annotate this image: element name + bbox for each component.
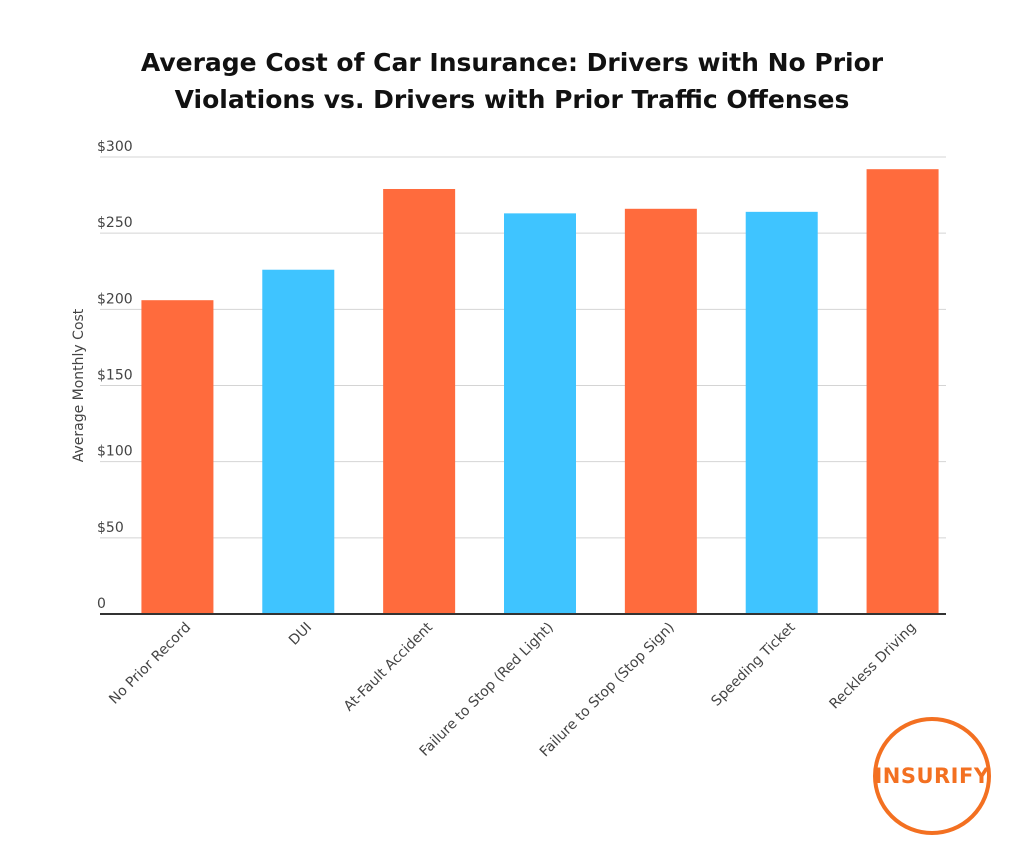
chart-title-line-1: Average Cost of Car Insurance: Drivers w… [140, 48, 884, 77]
logo-ring-icon [873, 717, 991, 835]
x-tick-label: Failure to Stop (Red Light) [417, 620, 557, 760]
x-tick-label: Failure to Stop (Stop Sign) [537, 620, 678, 761]
x-tick-label: DUI [286, 620, 315, 649]
bar [141, 300, 214, 614]
bar [745, 211, 818, 614]
logo-wordmark: INSURIFY [874, 764, 990, 788]
y-axis-title: Average Monthly Cost [71, 308, 87, 462]
bar [262, 269, 335, 614]
y-tick-label: $300 [97, 139, 133, 155]
y-tick-label: $250 [97, 215, 133, 231]
chart-title: Average Cost of Car Insurance: Drivers w… [0, 44, 1024, 118]
bar [624, 208, 697, 614]
y-tick-label: $150 [97, 368, 133, 384]
bar [383, 188, 456, 615]
y-tick-label: $50 [97, 520, 124, 536]
chart-title-line-2: Violations vs. Drivers with Prior Traffi… [174, 85, 850, 114]
insurify-logo: INSURIFY [870, 714, 994, 838]
x-tick-label: Speeding Ticket [708, 619, 798, 709]
y-tick-label: $100 [97, 444, 133, 460]
x-tick-label: Reckless Driving [826, 620, 919, 713]
bar [866, 169, 939, 615]
y-tick-label: $200 [97, 291, 133, 307]
x-tick-label: At-Fault Accident [341, 619, 436, 714]
bar [504, 213, 576, 614]
y-tick-label: 0 [97, 596, 106, 612]
x-tick-label: No Prior Record [106, 620, 194, 708]
